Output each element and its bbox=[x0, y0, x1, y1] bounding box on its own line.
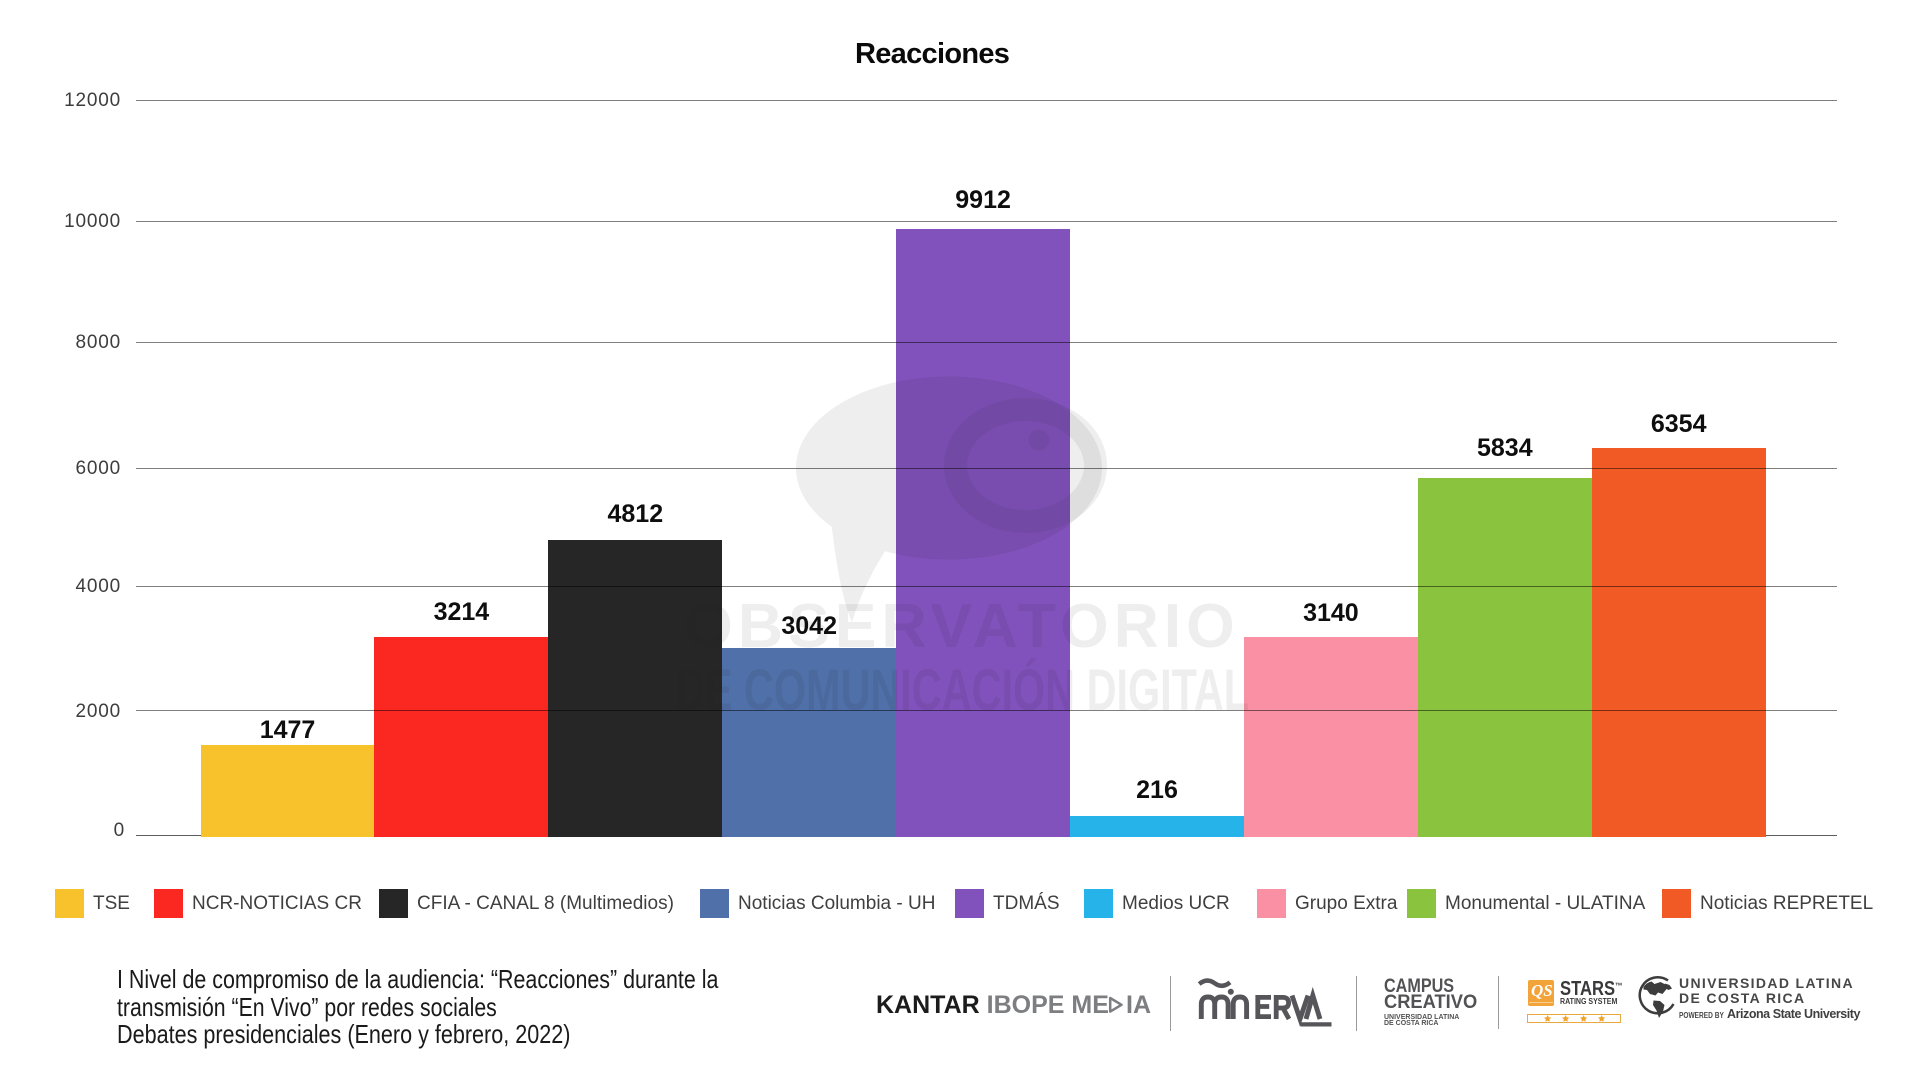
svg-text:DE COMUNICACIÓN DIGITAL: DE COMUNICACIÓN DIGITAL bbox=[675, 657, 1249, 723]
svg-text:OBSERVATORIO: OBSERVATORIO bbox=[684, 591, 1239, 661]
